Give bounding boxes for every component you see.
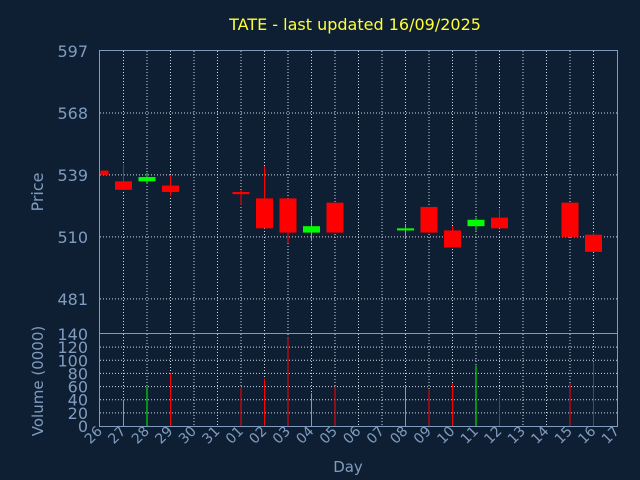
candlesticks <box>99 164 602 252</box>
day-tick-label: 10 <box>434 424 458 448</box>
price-tick-label: 510 <box>57 228 88 247</box>
day-tick-label: 16 <box>575 423 599 447</box>
day-tick-label: 29 <box>152 424 176 448</box>
day-tick-label: 14 <box>528 423 552 447</box>
volume-tick-label: 140 <box>57 325 88 344</box>
volume-tick-label: 40 <box>68 391 88 410</box>
day-tick-label: 12 <box>481 424 505 448</box>
day-axis-label: Day <box>333 458 363 476</box>
candle-body <box>444 230 461 248</box>
day-tick-label: 08 <box>387 424 411 448</box>
day-tick-label: 17 <box>599 424 623 448</box>
price-tick-label: 568 <box>57 104 88 123</box>
candle-body <box>303 226 320 233</box>
volume-axis-label: Volume (0000) <box>29 326 47 436</box>
price-tick-label: 539 <box>57 166 88 185</box>
day-tick-label: 27 <box>105 424 129 448</box>
candle-body <box>561 202 579 237</box>
price-tick-label: 597 <box>57 42 88 61</box>
candle-body <box>420 206 438 233</box>
candle-body <box>162 185 179 192</box>
volume-tick-label: 0 <box>78 417 88 436</box>
candle-body <box>467 219 485 227</box>
day-tick-label: 02 <box>246 424 270 448</box>
day-tick-label: 07 <box>364 424 388 448</box>
candle-body <box>585 234 602 252</box>
day-tick-label: 03 <box>270 424 294 448</box>
candle-body <box>256 198 273 229</box>
volume-bars <box>123 337 594 426</box>
day-tick-label: 09 <box>411 424 435 448</box>
price-grid <box>100 51 617 333</box>
day-tick-label: 05 <box>317 424 341 448</box>
candle-body <box>138 177 156 182</box>
candle-body <box>397 228 414 231</box>
day-tick-label: 15 <box>552 424 576 448</box>
day-tick-label: 28 <box>129 424 153 448</box>
day-tick-label: 01 <box>223 424 247 448</box>
volume-grid <box>100 334 617 426</box>
candle-body <box>232 192 250 195</box>
price-axis-label: Price <box>28 172 47 211</box>
day-tick-label: 13 <box>505 424 529 448</box>
candle-body <box>115 181 132 190</box>
chart-title: TATE - last updated 16/09/2025 <box>228 15 481 34</box>
candle-body <box>326 202 344 233</box>
volume-tick-label: 20 <box>68 404 88 423</box>
day-tick-label: 11 <box>458 424 482 448</box>
volume-tick-label: 80 <box>68 364 88 383</box>
volume-plot-frame <box>99 333 618 427</box>
candle-body <box>279 198 297 233</box>
day-tick-labels: 26 27 28 29 30 31 01 02 03 04 05 06 07 08 09 10 11 12 13 14… <box>82 423 623 447</box>
volume-tick-label: 60 <box>68 378 88 397</box>
price-tick-label: 481 <box>57 290 88 309</box>
day-tick-label: 06 <box>340 423 364 447</box>
volume-tick-label: 100 <box>57 351 88 370</box>
day-tick-label: 30 <box>176 424 200 448</box>
volume-tick-label: 120 <box>57 338 88 357</box>
day-tick-label: 31 <box>199 424 223 448</box>
day-tick-label: 04 <box>293 423 317 447</box>
price-tick-labels: 481 510 539 568 597 <box>57 42 88 309</box>
candle-body <box>491 217 508 229</box>
candle-body <box>101 170 109 175</box>
